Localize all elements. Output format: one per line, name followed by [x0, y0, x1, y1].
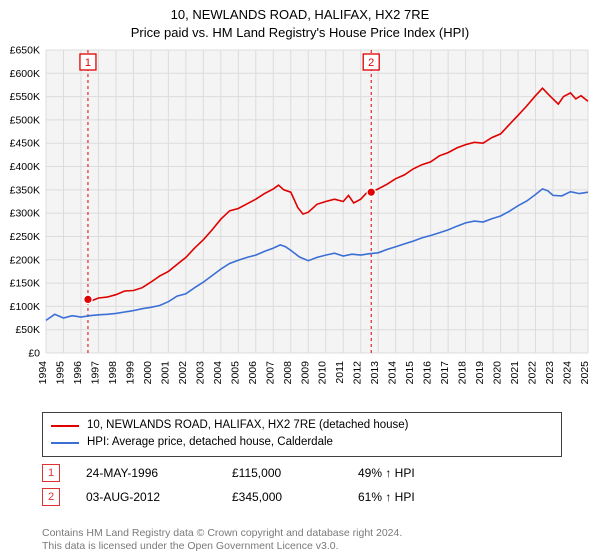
sale-hpi-2: 61% ↑ HPI	[358, 490, 478, 504]
chart-title: 10, NEWLANDS ROAD, HALIFAX, HX2 7RE Pric…	[0, 0, 600, 41]
svg-text:2015: 2015	[404, 361, 416, 385]
svg-text:2023: 2023	[544, 361, 556, 385]
legend-row-2: HPI: Average price, detached house, Cald…	[51, 434, 553, 451]
footer: Contains HM Land Registry data © Crown c…	[42, 527, 562, 554]
svg-text:2016: 2016	[422, 361, 434, 385]
svg-text:1994: 1994	[37, 361, 49, 385]
legend-swatch-2	[51, 442, 79, 444]
footer-line-1: Contains HM Land Registry data © Crown c…	[42, 527, 562, 541]
title-line-2: Price paid vs. HM Land Registry's House …	[0, 24, 600, 42]
legend-swatch-1	[51, 425, 79, 427]
chart-svg: £0 £50K £100K £150K £200K £250K £300K £350K £400…	[0, 44, 600, 409]
svg-text:£100K: £100K	[10, 301, 40, 313]
svg-text:2019: 2019	[474, 361, 486, 385]
svg-text:2014: 2014	[387, 361, 399, 385]
footer-line-2: This data is licensed under the Open Gov…	[42, 540, 562, 554]
svg-text:2: 2	[368, 57, 374, 69]
title-line-1: 10, NEWLANDS ROAD, HALIFAX, HX2 7RE	[0, 6, 600, 24]
svg-text:£350K: £350K	[10, 184, 40, 196]
svg-text:2001: 2001	[159, 361, 171, 385]
legend-box: 10, NEWLANDS ROAD, HALIFAX, HX2 7RE (det…	[42, 412, 562, 457]
svg-text:1996: 1996	[72, 361, 84, 385]
svg-text:2007: 2007	[264, 361, 276, 385]
svg-text:£650K: £650K	[10, 45, 40, 57]
svg-text:£200K: £200K	[10, 254, 40, 266]
svg-text:1997: 1997	[89, 361, 101, 385]
sale-date-1: 24-MAY-1996	[86, 466, 206, 480]
svg-text:2004: 2004	[212, 361, 224, 385]
sale-marker-2: 2	[42, 488, 60, 506]
svg-text:2020: 2020	[492, 361, 504, 385]
legend-label-1: 10, NEWLANDS ROAD, HALIFAX, HX2 7RE (det…	[87, 417, 409, 434]
sale-price-1: £115,000	[232, 466, 332, 480]
svg-text:1999: 1999	[124, 361, 136, 385]
sales-block: 1 24-MAY-1996 £115,000 49% ↑ HPI 2 03-AU…	[42, 458, 562, 512]
svg-text:2025: 2025	[579, 361, 591, 385]
svg-text:£550K: £550K	[10, 91, 40, 103]
svg-text:2012: 2012	[352, 361, 364, 385]
sale-date-2: 03-AUG-2012	[86, 490, 206, 504]
svg-text:2024: 2024	[562, 361, 574, 385]
legend-label-2: HPI: Average price, detached house, Cald…	[87, 434, 333, 451]
svg-text:£400K: £400K	[10, 161, 40, 173]
svg-text:2011: 2011	[334, 361, 346, 384]
svg-text:2003: 2003	[194, 361, 206, 385]
svg-text:2021: 2021	[509, 361, 521, 385]
svg-text:1998: 1998	[107, 361, 119, 385]
svg-text:2017: 2017	[439, 361, 451, 385]
chart-area: £0 £50K £100K £150K £200K £250K £300K £350K £400…	[0, 44, 600, 409]
svg-text:2002: 2002	[177, 361, 189, 385]
svg-text:2000: 2000	[142, 361, 154, 385]
svg-text:2008: 2008	[282, 361, 294, 385]
svg-text:£50K: £50K	[15, 324, 40, 336]
svg-text:2018: 2018	[457, 361, 469, 385]
svg-text:£600K: £600K	[10, 68, 40, 80]
svg-text:£0: £0	[28, 348, 40, 360]
svg-text:1: 1	[85, 57, 91, 69]
svg-text:1995: 1995	[54, 361, 66, 385]
svg-text:£250K: £250K	[10, 231, 40, 243]
sale-marker-1: 1	[42, 464, 60, 482]
sale-row-2: 2 03-AUG-2012 £345,000 61% ↑ HPI	[42, 488, 562, 506]
svg-text:2022: 2022	[527, 361, 539, 385]
sale-row-1: 1 24-MAY-1996 £115,000 49% ↑ HPI	[42, 464, 562, 482]
sale-hpi-1: 49% ↑ HPI	[358, 466, 478, 480]
sale-price-2: £345,000	[232, 490, 332, 504]
svg-text:£450K: £450K	[10, 138, 40, 150]
svg-text:2005: 2005	[229, 361, 241, 385]
svg-text:2009: 2009	[299, 361, 311, 385]
svg-text:2010: 2010	[317, 361, 329, 385]
svg-text:£300K: £300K	[10, 208, 40, 220]
svg-text:£150K: £150K	[10, 278, 40, 290]
svg-text:2006: 2006	[247, 361, 259, 385]
svg-text:£500K: £500K	[10, 114, 40, 126]
svg-text:2013: 2013	[369, 361, 381, 385]
legend-row-1: 10, NEWLANDS ROAD, HALIFAX, HX2 7RE (det…	[51, 417, 553, 434]
